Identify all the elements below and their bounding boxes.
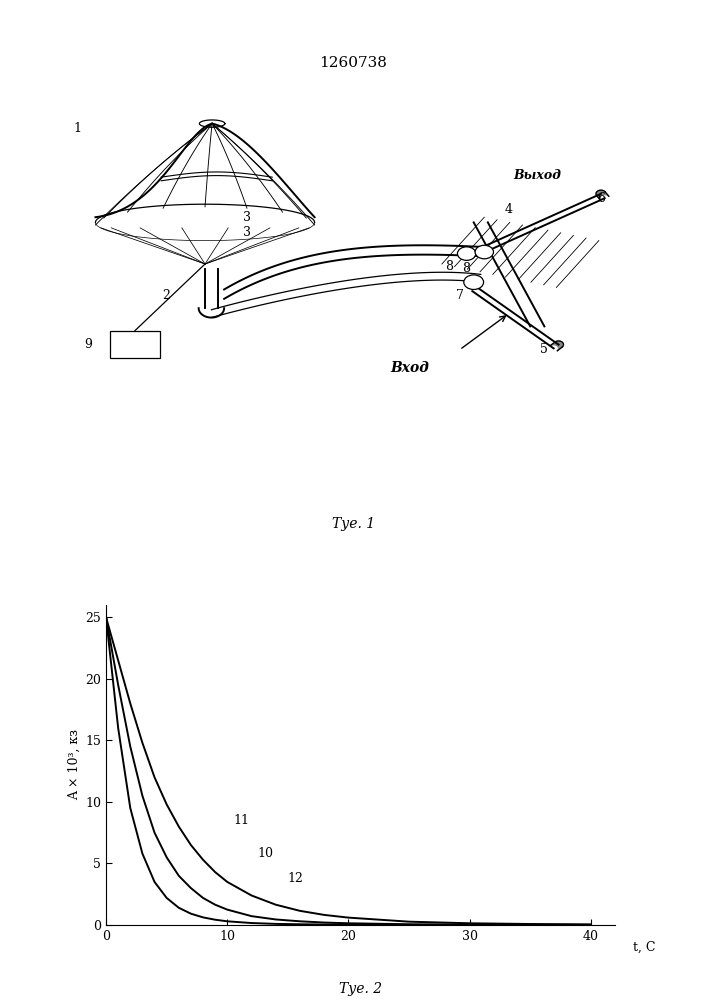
Text: 2: 2	[162, 289, 170, 302]
FancyBboxPatch shape	[110, 331, 160, 358]
Text: Τуе. 2: Τуе. 2	[339, 982, 382, 996]
Text: 10: 10	[257, 847, 274, 860]
Text: 6: 6	[597, 192, 605, 206]
Text: 8: 8	[445, 260, 453, 273]
Text: 12: 12	[288, 872, 304, 885]
Text: 3: 3	[243, 211, 252, 224]
Text: 5: 5	[540, 343, 549, 356]
Circle shape	[475, 245, 493, 259]
Text: 1: 1	[74, 122, 82, 135]
Text: Τуе. 1: Τуе. 1	[332, 517, 375, 531]
Circle shape	[457, 247, 476, 260]
Text: 8: 8	[462, 262, 471, 275]
Text: 9: 9	[84, 338, 93, 351]
Text: 4: 4	[505, 203, 513, 216]
Text: 11: 11	[233, 814, 250, 827]
Y-axis label: A × 10³, кз: A × 10³, кз	[68, 730, 81, 800]
Text: Выход: Выход	[513, 169, 561, 182]
Text: 3: 3	[243, 226, 252, 239]
Text: Вход: Вход	[391, 361, 429, 375]
Text: 7: 7	[455, 289, 464, 302]
Polygon shape	[550, 341, 563, 351]
Text: t, С: t, С	[633, 941, 656, 954]
Text: 1260738: 1260738	[320, 56, 387, 70]
Circle shape	[464, 275, 484, 289]
Polygon shape	[596, 190, 609, 200]
